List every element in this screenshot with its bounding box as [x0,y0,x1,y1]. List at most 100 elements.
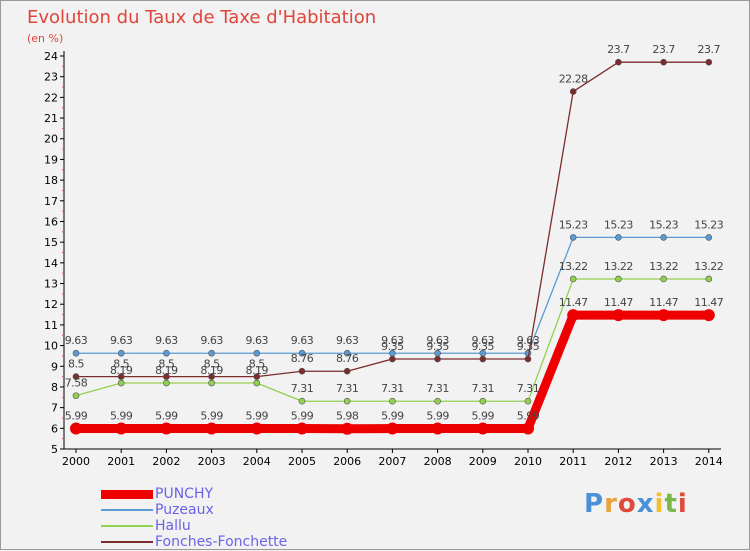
data-point [341,422,354,435]
x-tick-label: 2005 [288,455,316,468]
data-point [117,379,125,387]
data-label: 5.99 [381,410,404,423]
data-point [72,373,80,380]
data-label: 7.31 [426,382,449,395]
x-tick-label: 2010 [514,455,542,468]
data-point [705,58,713,66]
data-label: 11.47 [559,296,588,309]
data-point [567,309,580,322]
data-label: 8.19 [200,364,223,377]
data-label: 9.63 [426,334,449,347]
data-label: 11.47 [694,296,723,309]
data-label: 9.63 [517,334,540,347]
y-tick-label: 20 [44,133,58,146]
data-label: 8.5 [249,358,265,371]
data-label: 5.99 [200,410,223,423]
data-point [115,422,128,435]
y-tick-label: 13 [44,278,58,291]
data-label: 15.23 [694,218,723,231]
y-tick-label: 9 [51,360,58,373]
data-label: 8.76 [336,352,359,365]
logo-letter: P [584,489,605,519]
data-point [434,397,441,405]
data-label: 8.19 [155,364,178,377]
data-point [660,58,667,66]
data-point [163,349,170,357]
data-label: 5.99 [472,410,495,423]
y-tick-label: 10 [44,340,58,353]
data-point [612,309,625,322]
data-point [205,422,218,435]
data-label: 9.35 [517,340,540,353]
data-point [705,275,713,283]
y-tick-label: 5 [51,443,58,456]
x-tick-label: 2002 [152,455,180,468]
y-tick-label: 18 [44,174,58,187]
data-point [72,392,80,399]
data-label: 9.63 [381,334,404,347]
data-label: 23.7 [652,43,675,56]
data-point [479,355,487,363]
data-point [208,349,215,357]
data-point [524,397,532,405]
legend-item: Fonches-Fonchette [101,534,341,550]
data-label: 8.19 [110,364,133,377]
data-label: 8.5 [68,358,84,371]
data-point [660,234,667,241]
x-tick-label: 2014 [695,455,723,468]
data-label: 23.7 [698,43,721,56]
data-point [72,349,80,357]
legend-swatch [101,509,153,511]
x-tick-label: 2006 [333,455,361,468]
data-label: 9.35 [426,340,449,353]
legend-swatch [101,541,153,543]
data-label: 11.47 [649,296,678,309]
data-point [208,379,215,387]
logo-letter: i [677,489,688,519]
data-label: 8.76 [291,352,314,365]
x-tick-label: 2003 [198,455,226,468]
legend-swatch [101,489,153,499]
x-tick-label: 2004 [243,455,271,468]
data-point [253,373,261,380]
data-label: 13.22 [559,260,588,273]
data-label: 9.35 [381,340,404,353]
data-point [524,355,532,363]
data-point [343,349,351,357]
data-label: 7.31 [336,382,359,395]
data-label: 9.63 [291,334,314,347]
proxiti-logo: Proxiti [584,489,688,519]
data-label: 5.99 [517,410,540,423]
data-point [615,275,622,283]
data-point [389,355,396,363]
data-label: 9.63 [65,334,88,347]
y-tick-label: 16 [44,215,58,228]
legend-label: PUNCHY [155,486,214,502]
legend-label: Hallu [155,518,191,534]
y-tick-label: 15 [44,236,58,249]
y-tick-label: 7 [51,402,58,415]
data-point [117,349,125,357]
x-tick-label: 2011 [559,455,587,468]
y-tick-label: 11 [44,319,58,332]
legend-label: Puzeaux [155,502,214,518]
data-label: 9.63 [472,334,495,347]
data-point [253,379,261,387]
chart-title: Evolution du Taux de Taxe d'Habitation [27,7,377,28]
data-point [389,397,396,405]
data-point [208,373,215,380]
y-tick-label: 21 [44,112,58,125]
x-tick-label: 2001 [107,455,135,468]
data-point [434,355,441,363]
data-label: 5.98 [336,410,359,423]
data-point [160,422,173,435]
data-label: 7.31 [381,382,404,395]
data-label: 8.5 [158,358,174,371]
data-point [615,58,622,66]
data-label: 15.23 [604,218,633,231]
data-label: 5.99 [246,410,269,423]
y-tick-label: 14 [44,257,58,270]
legend-label: Fonches-Fonchette [155,534,288,550]
